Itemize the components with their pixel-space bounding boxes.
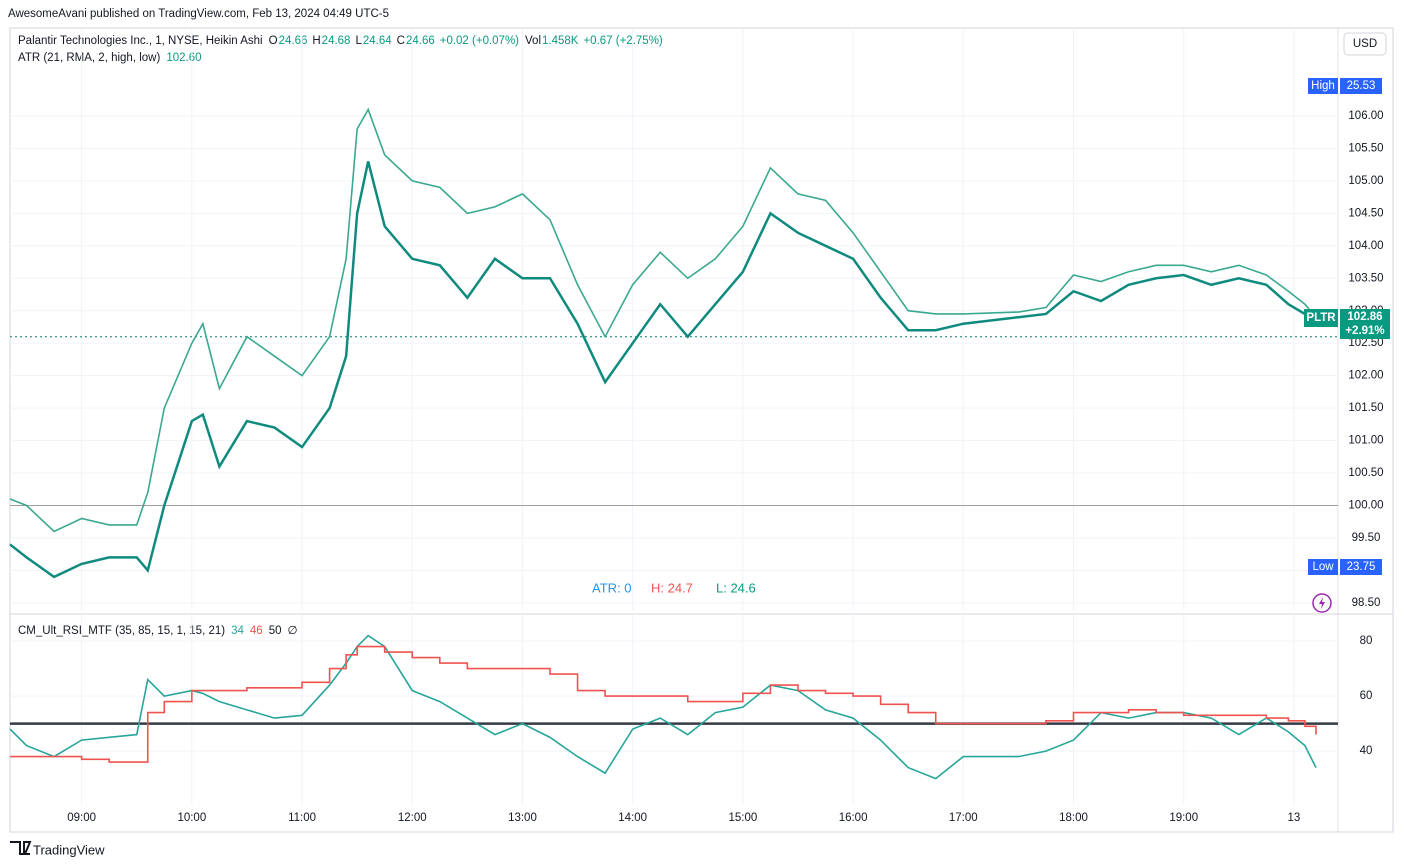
brand: TradingView: [33, 842, 105, 857]
published-note: AwesomeAvani published on TradingView.co…: [8, 8, 389, 20]
alert-icon[interactable]: [1312, 593, 1332, 613]
legend-text: 24.68: [322, 35, 351, 47]
high-label-badge: [1308, 78, 1338, 94]
legend-text: 34: [231, 625, 244, 637]
low-label-badge: [1308, 559, 1338, 575]
chart-frame: [9, 27, 1394, 833]
series-line: [9, 634, 1317, 780]
y-tick-label: 102.00: [1348, 370, 1383, 382]
legend-text: 102.60: [166, 52, 201, 64]
high-value: 25.53: [1347, 80, 1376, 92]
x-tick-label: 13:00: [508, 812, 537, 824]
last-price: 102.86: [1347, 311, 1382, 323]
legend-text: L: [355, 35, 362, 47]
high-value-badge: [1340, 78, 1382, 94]
legend-text: Vol: [525, 35, 541, 47]
legend-text: 50: [269, 625, 282, 637]
y-tick-label: 105.00: [1348, 175, 1383, 187]
legend-text: +0.02 (+0.07%): [440, 35, 519, 47]
alert-bolt: [1319, 597, 1325, 609]
y-tick-label: 101.50: [1348, 402, 1383, 414]
atr-annotation: ATR: 0: [592, 580, 632, 595]
y-tick-label: 100.50: [1348, 467, 1383, 479]
symbol-badge: [1304, 309, 1338, 327]
y-tick-label: 80: [1360, 635, 1373, 647]
y-tick-label: 40: [1360, 745, 1373, 757]
legend-text: 24.66: [279, 35, 308, 47]
legend-text: 24.64: [363, 35, 392, 47]
series-line: [10, 645, 1317, 763]
high-label: High: [1311, 80, 1335, 92]
y-tick-label: 104.50: [1348, 207, 1383, 219]
symbol: PLTR: [1306, 312, 1336, 324]
x-tick-label: 18:00: [1059, 812, 1088, 824]
y-tick-label: 104.00: [1348, 240, 1383, 252]
currency[interactable]: USD: [1353, 38, 1377, 50]
y-tick-label: 102.50: [1348, 337, 1383, 349]
legend-text: 46: [250, 625, 263, 637]
low-value: 23.75: [1347, 561, 1376, 573]
low-value-badge: [1340, 559, 1382, 575]
x-tick-label: 11:00: [288, 812, 316, 824]
legend-text: ATR (21, RMA, 2, high, low): [18, 52, 160, 64]
price-badge: [1340, 309, 1390, 339]
plot: 98.5099.0099.50100.00100.50101.00101.501…: [9, 28, 1384, 824]
legend-text: ∅: [287, 625, 297, 637]
legend-text: O: [269, 35, 278, 47]
y-tick-label: 100.00: [1348, 500, 1383, 512]
legend-text: C: [397, 35, 405, 47]
x-tick-label: 12:00: [398, 812, 427, 824]
legend-text: +0.67 (+2.75%): [583, 35, 662, 47]
legend-text: 1.458K: [542, 35, 579, 47]
y-tick-label: 60: [1360, 690, 1373, 702]
legend-text: 24.66: [406, 35, 435, 47]
legend-text: H: [312, 35, 320, 47]
y-tick-label: 106.00: [1348, 110, 1383, 122]
brand-logo: [10, 841, 32, 855]
legend-text: Palantir Technologies Inc., 1, NYSE, Hei…: [18, 35, 263, 47]
x-tick-label: 09:00: [67, 812, 96, 824]
legend-text: CM_Ult_RSI_MTF (35, 85, 15, 1, 15, 21): [18, 625, 225, 637]
series-line: [9, 161, 1317, 579]
x-tick-label: 15:00: [728, 812, 757, 824]
y-tick-label: 99.50: [1352, 532, 1381, 544]
y-tick-label: 103.50: [1348, 272, 1383, 284]
low-label: Low: [1312, 561, 1334, 573]
low-annotation: L: 24.6: [716, 580, 756, 595]
y-tick-label: 98.50: [1352, 597, 1381, 609]
y-tick-label: 105.50: [1348, 142, 1383, 154]
y-tick-label: 101.00: [1348, 435, 1383, 447]
legend: Palantir Technologies Inc., 1, NYSE, Hei…: [18, 35, 663, 637]
x-tick-label: 14:00: [618, 812, 647, 824]
x-tick-label: 17:00: [949, 812, 978, 824]
high-annotation: H: 24.7: [651, 580, 693, 595]
x-tick-label: 10:00: [177, 812, 206, 824]
x-tick-label: 19:00: [1169, 812, 1198, 824]
x-tick-label: 16:00: [839, 812, 868, 824]
series-line: [9, 107, 1317, 533]
price-change: +2.91%: [1345, 325, 1384, 337]
currency-button[interactable]: [1343, 32, 1387, 56]
x-tick-label: 13: [1288, 812, 1301, 824]
